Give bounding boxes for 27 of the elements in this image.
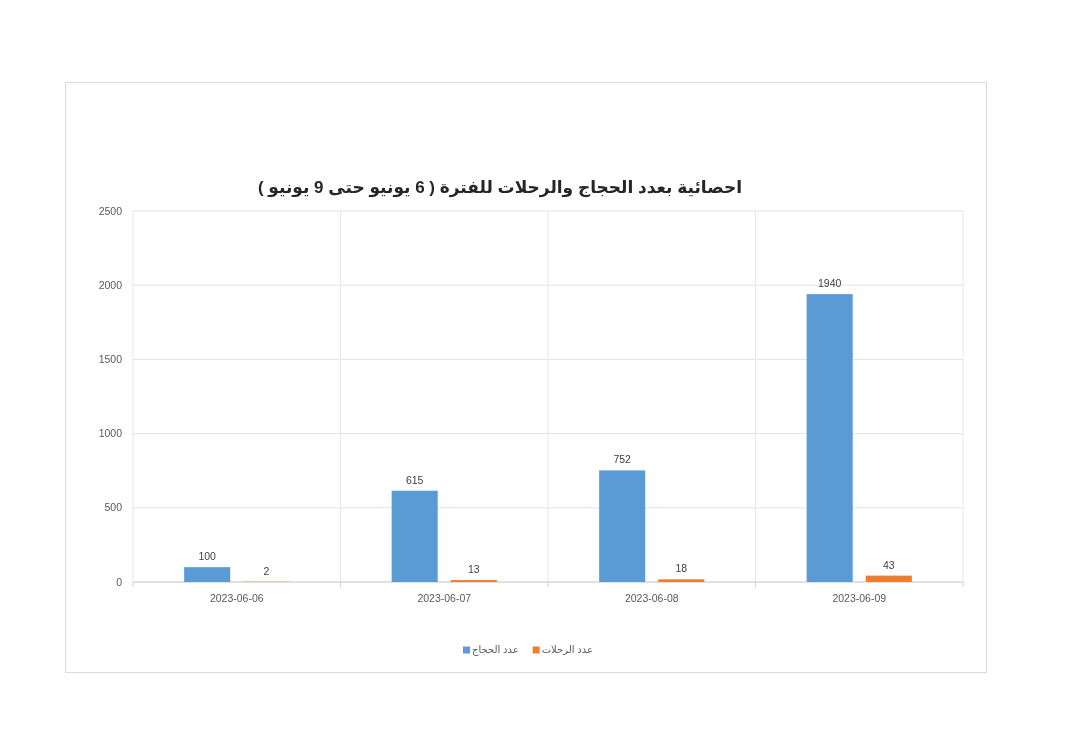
y-tick-label: 1500: [98, 352, 123, 365]
x-tick-label: 2023-06-09: [832, 592, 887, 604]
y-tick-label: 1000: [98, 427, 123, 440]
data-label: 18: [675, 562, 688, 575]
data-label: 1940: [818, 277, 842, 290]
bar: [184, 567, 231, 582]
legend-label: عدد الحجاج: [471, 644, 519, 656]
y-tick-label: 500: [104, 501, 123, 514]
data-label: 752: [613, 453, 632, 466]
x-tick-label: 2023-06-07: [417, 592, 472, 604]
data-label: 100: [198, 550, 217, 563]
data-label: 13: [467, 563, 480, 576]
data-label: 43: [882, 558, 895, 571]
bar: [865, 575, 912, 582]
bar: [599, 470, 646, 582]
x-tick-label: 2023-06-08: [624, 592, 679, 604]
x-tick-label: 2023-06-06: [209, 592, 264, 604]
y-tick-label: 2500: [98, 204, 123, 217]
data-label: 615: [405, 473, 424, 486]
y-tick-label: 2000: [98, 278, 123, 291]
chart-title: احصائية بعدد الحجاج والرحلات للفترة ( 6 يونيو حتى 9 يونيو ): [257, 178, 743, 198]
bar: [658, 579, 705, 582]
legend-label: عدد الرحلات: [541, 644, 594, 655]
bar: [391, 490, 438, 582]
y-tick-label: 0: [116, 575, 123, 588]
data-label: 2: [263, 564, 270, 577]
bar: [806, 294, 853, 582]
